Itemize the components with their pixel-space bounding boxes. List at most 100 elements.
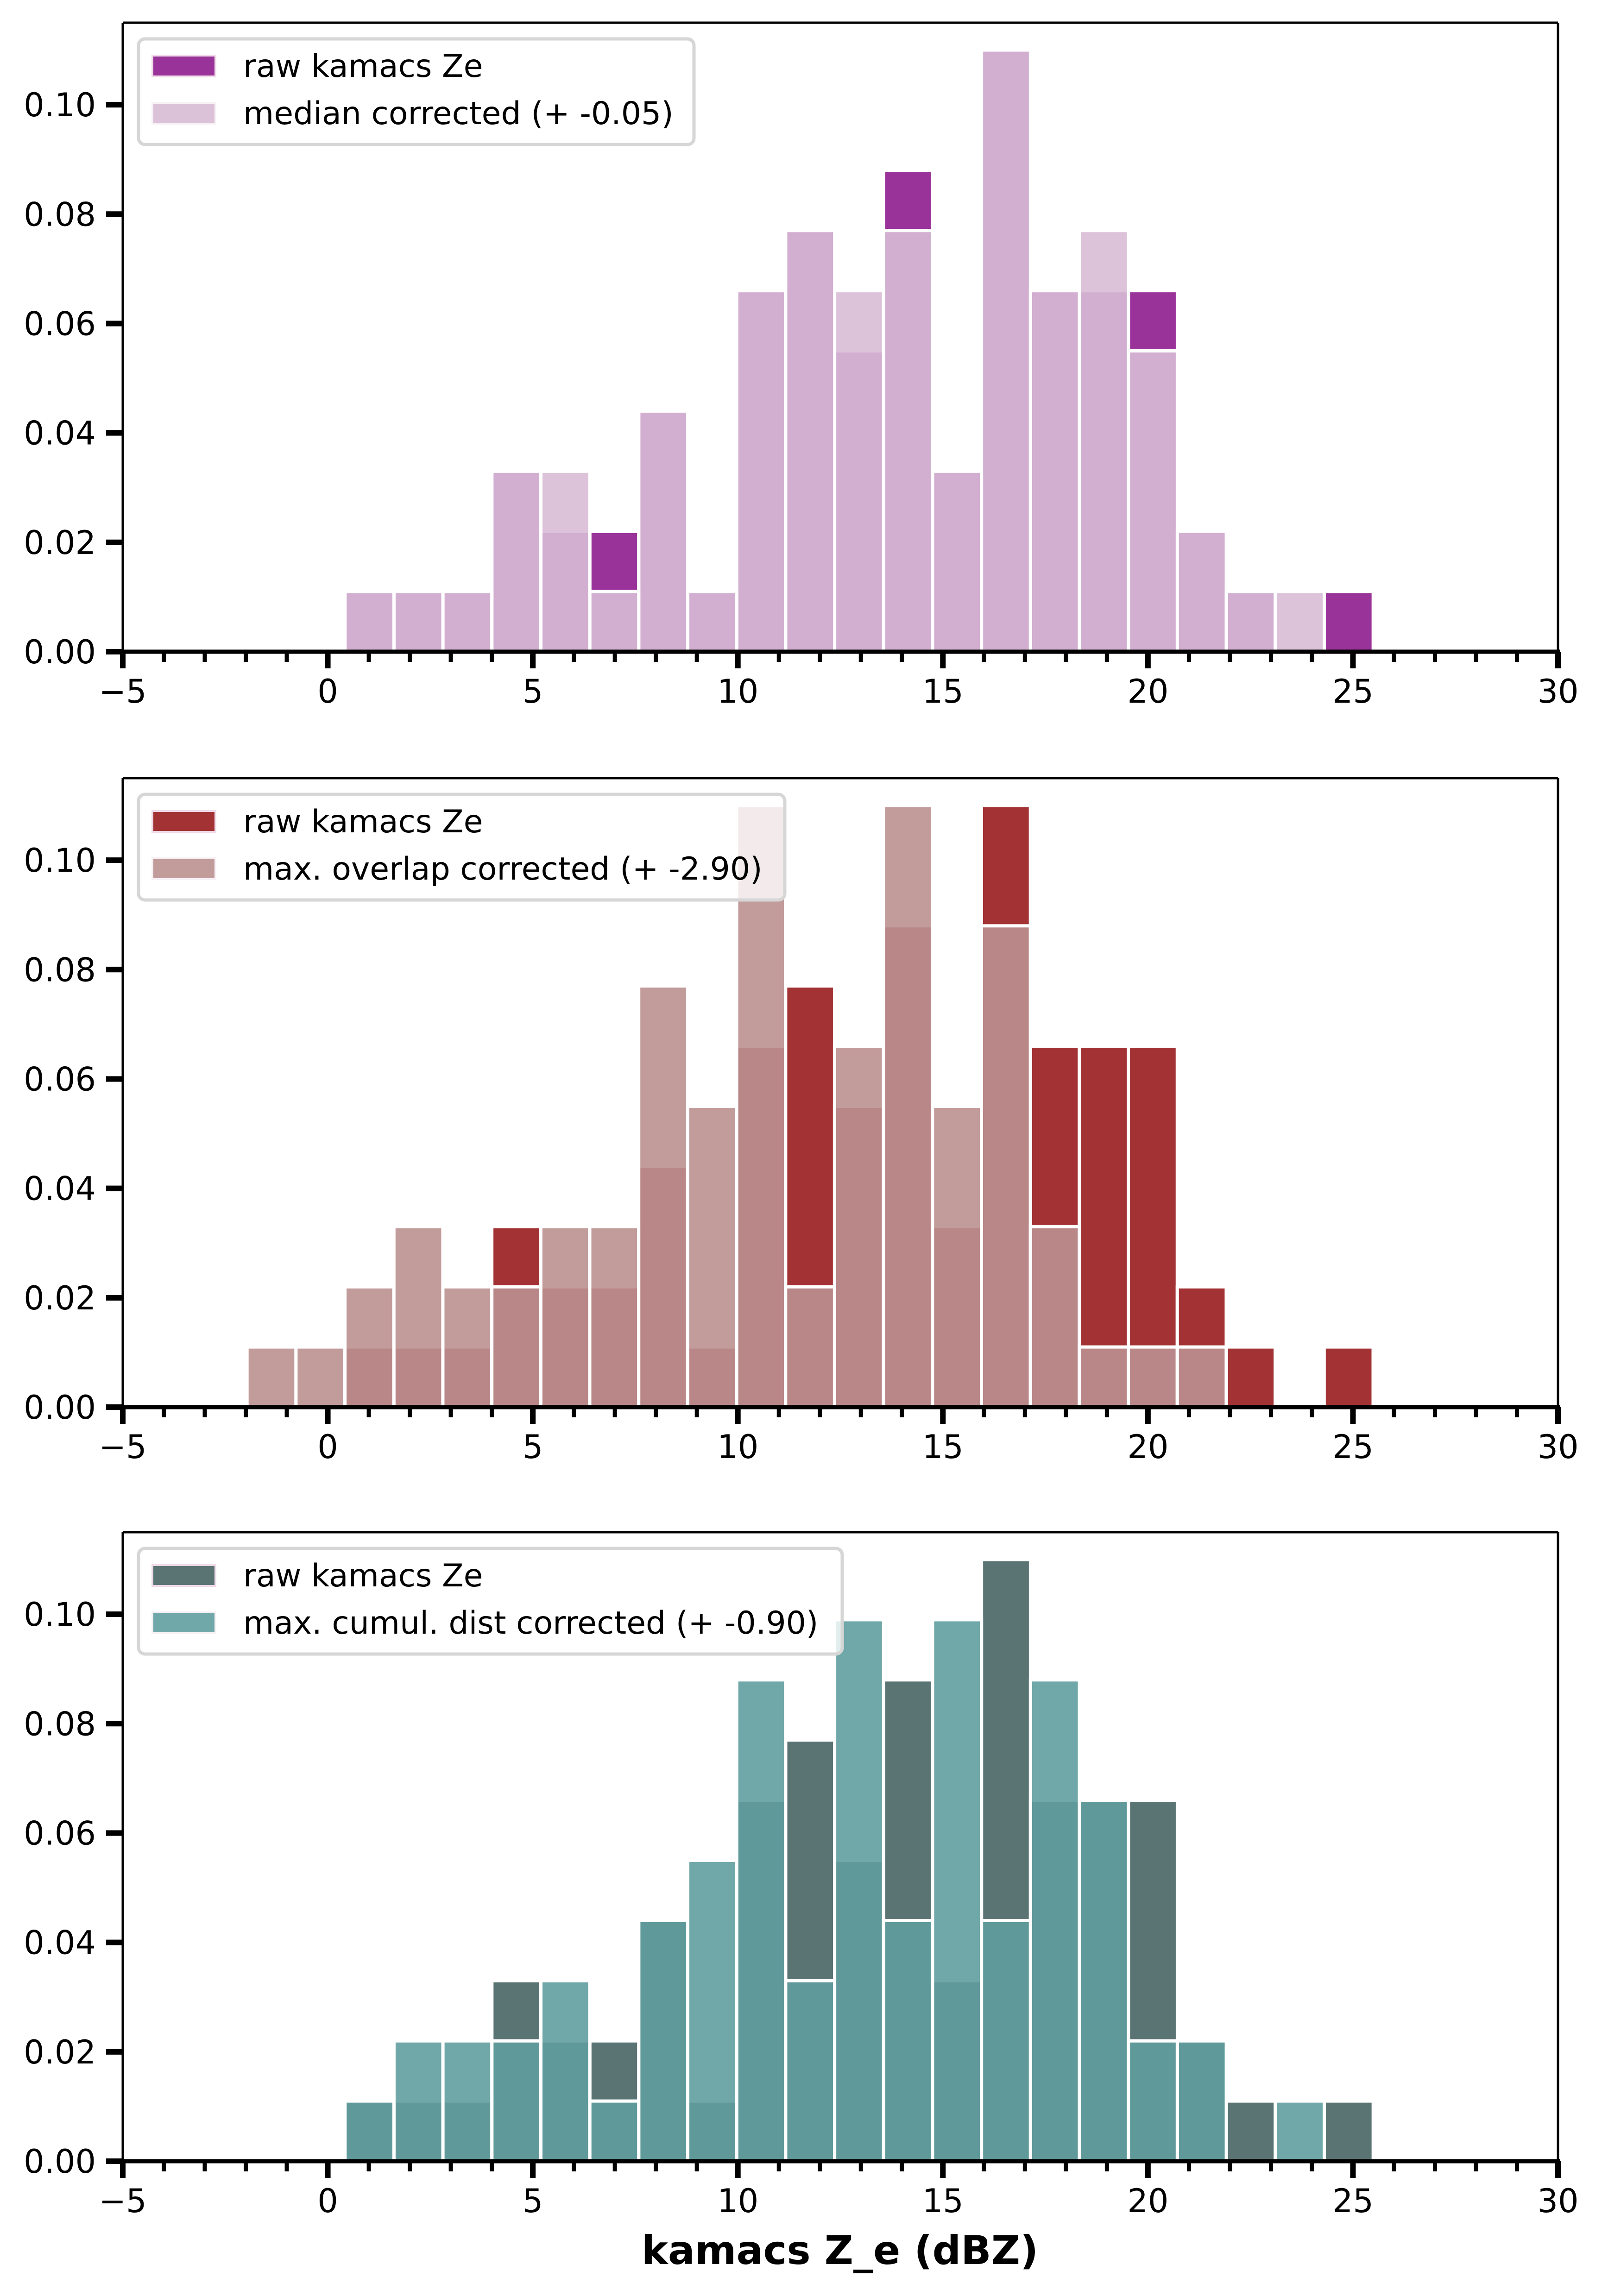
legend-item-raw: raw kamacs Ze xyxy=(151,1558,483,1594)
legend-swatch xyxy=(151,55,216,77)
histogram-bar xyxy=(441,1285,494,1409)
histogram-bar xyxy=(588,590,641,654)
histogram-bar xyxy=(784,1979,837,2163)
histogram-bar xyxy=(784,229,837,654)
histogram-bar xyxy=(637,1919,690,2163)
histogram-bar xyxy=(1028,1678,1081,2163)
bars-group xyxy=(245,804,1375,1409)
histogram-bar xyxy=(833,1618,885,2163)
legend: raw kamacs Ze max. cumul. dist corrected … xyxy=(137,1547,844,1656)
x-tick-label: 5 xyxy=(523,2182,543,2220)
histogram-bar xyxy=(539,1979,592,2163)
x-tick-label: 10 xyxy=(717,1428,758,1466)
histogram-bar xyxy=(980,48,1032,654)
x-tick-label: −5 xyxy=(99,1428,146,1466)
x-tick-label: 20 xyxy=(1127,673,1168,711)
histogram-bar xyxy=(1224,590,1277,654)
histogram-bar xyxy=(1078,1799,1130,2163)
y-tick-label: 0.02 xyxy=(24,524,96,562)
histogram-bar xyxy=(833,1044,885,1409)
histogram-bar xyxy=(1322,2099,1375,2163)
y-tick-label: 0.06 xyxy=(24,1814,96,1852)
histogram-bar xyxy=(784,1285,836,1409)
histogram-bar xyxy=(588,2099,641,2163)
y-tick-label: 0.04 xyxy=(24,1170,96,1208)
x-tick-label: 15 xyxy=(922,2182,964,2220)
legend-item-raw: raw kamacs Ze xyxy=(151,804,483,840)
histogram-bar xyxy=(1274,590,1326,654)
histogram-bar xyxy=(882,229,934,654)
y-tick-label: 0.06 xyxy=(24,305,96,343)
legend-label: max. cumul. dist corrected (+ -0.90) xyxy=(243,1605,818,1642)
histogram-bar xyxy=(588,1225,641,1409)
legend-label: raw kamacs Ze xyxy=(243,1558,483,1594)
histogram-bar xyxy=(441,590,494,654)
histogram-bar xyxy=(931,469,984,654)
bars-group xyxy=(343,1558,1375,2163)
bars-group xyxy=(343,48,1375,654)
histogram-bar xyxy=(1078,229,1130,654)
panel-median-corrected: −5 0 5 10 15 20 25 30 0.00 0.02 0.04 0.06 0.08 0.10 r… xyxy=(24,21,1579,711)
y-tick-label: 0.08 xyxy=(24,1705,96,1743)
histogram-bar xyxy=(1127,2039,1179,2163)
x-tick-label: 15 xyxy=(922,1428,964,1466)
histogram-bar xyxy=(979,924,1032,1409)
axes-group: −5 0 5 10 15 20 25 30 0.00 0.02 0.04 0.06 0.08 0.10 xyxy=(24,21,1579,711)
histogram-bar xyxy=(343,590,396,654)
legend-label: raw kamacs Ze xyxy=(243,48,483,85)
legend-item-raw: raw kamacs Ze xyxy=(151,48,483,85)
y-tick-label: 0.10 xyxy=(24,842,96,880)
panel-max-cumul-dist-corrected: −5 0 5 10 15 20 25 30 0.00 0.02 0.04 0.06 0.08 0.10 r… xyxy=(24,1531,1579,2220)
histogram-bar xyxy=(735,1678,788,2163)
y-tick-label: 0.02 xyxy=(24,1279,96,1317)
histogram-bar xyxy=(1274,2099,1326,2163)
y-tick-label: 0.02 xyxy=(24,2033,96,2071)
y-tick-label: 0.00 xyxy=(24,2143,96,2181)
series-corrected xyxy=(245,804,1228,1409)
legend-label: median corrected (+ -0.05) xyxy=(243,95,674,132)
histogram-bar xyxy=(245,1345,298,1409)
y-tick-label: 0.04 xyxy=(24,1924,96,1962)
series-corrected xyxy=(343,48,1326,654)
legend-swatch xyxy=(151,810,216,833)
histogram-bar xyxy=(539,469,592,654)
histogram-bar xyxy=(441,2039,494,2163)
histogram-bar xyxy=(686,1105,738,1409)
histogram-bar xyxy=(980,1919,1032,2163)
x-tick-label: 20 xyxy=(1127,1428,1168,1466)
legend-swatch xyxy=(151,857,216,880)
histogram-bar xyxy=(735,804,788,1409)
legend-item-corrected: max. overlap corrected (+ -2.90) xyxy=(151,851,763,887)
legend: raw kamacs Ze max. overlap corrected (+ -… xyxy=(137,793,787,902)
histogram-bar xyxy=(882,804,934,1409)
x-tick-label: −5 xyxy=(99,2182,146,2220)
legend-label: max. overlap corrected (+ -2.90) xyxy=(243,851,763,887)
legend-item-corrected: max. cumul. dist corrected (+ -0.90) xyxy=(151,1605,818,1642)
legend-item-corrected: median corrected (+ -0.05) xyxy=(151,95,674,132)
legend-swatch xyxy=(151,102,216,125)
histogram-bar xyxy=(931,1105,983,1409)
histogram-bar xyxy=(686,1859,738,2163)
legend-box xyxy=(137,37,696,146)
histogram-bar xyxy=(490,469,542,654)
x-tick-label: 30 xyxy=(1537,1428,1578,1466)
histogram-bar xyxy=(1224,1345,1277,1409)
histogram-bar xyxy=(686,590,738,654)
histogram-bar xyxy=(931,1618,984,2163)
x-tick-label: −5 xyxy=(99,673,146,711)
x-tick-label: 0 xyxy=(317,1428,338,1466)
x-tick-label: 30 xyxy=(1537,2182,1578,2220)
histogram-bar xyxy=(1127,349,1179,654)
x-tick-label: 30 xyxy=(1537,673,1578,711)
histogram-bar xyxy=(539,1225,592,1409)
y-tick-label: 0.00 xyxy=(24,1389,96,1427)
x-tick-label: 10 xyxy=(717,673,758,711)
histogram-bar xyxy=(343,2099,396,2163)
axes-group: −5 0 5 10 15 20 25 30 0.00 0.02 0.04 0.06 0.08 0.10 xyxy=(24,777,1579,1466)
legend-box xyxy=(137,793,787,902)
histogram-bar xyxy=(343,1285,396,1409)
histogram-bar xyxy=(1028,1225,1081,1409)
x-tick-label: 25 xyxy=(1332,673,1374,711)
x-tick-label: 25 xyxy=(1332,2182,1374,2220)
